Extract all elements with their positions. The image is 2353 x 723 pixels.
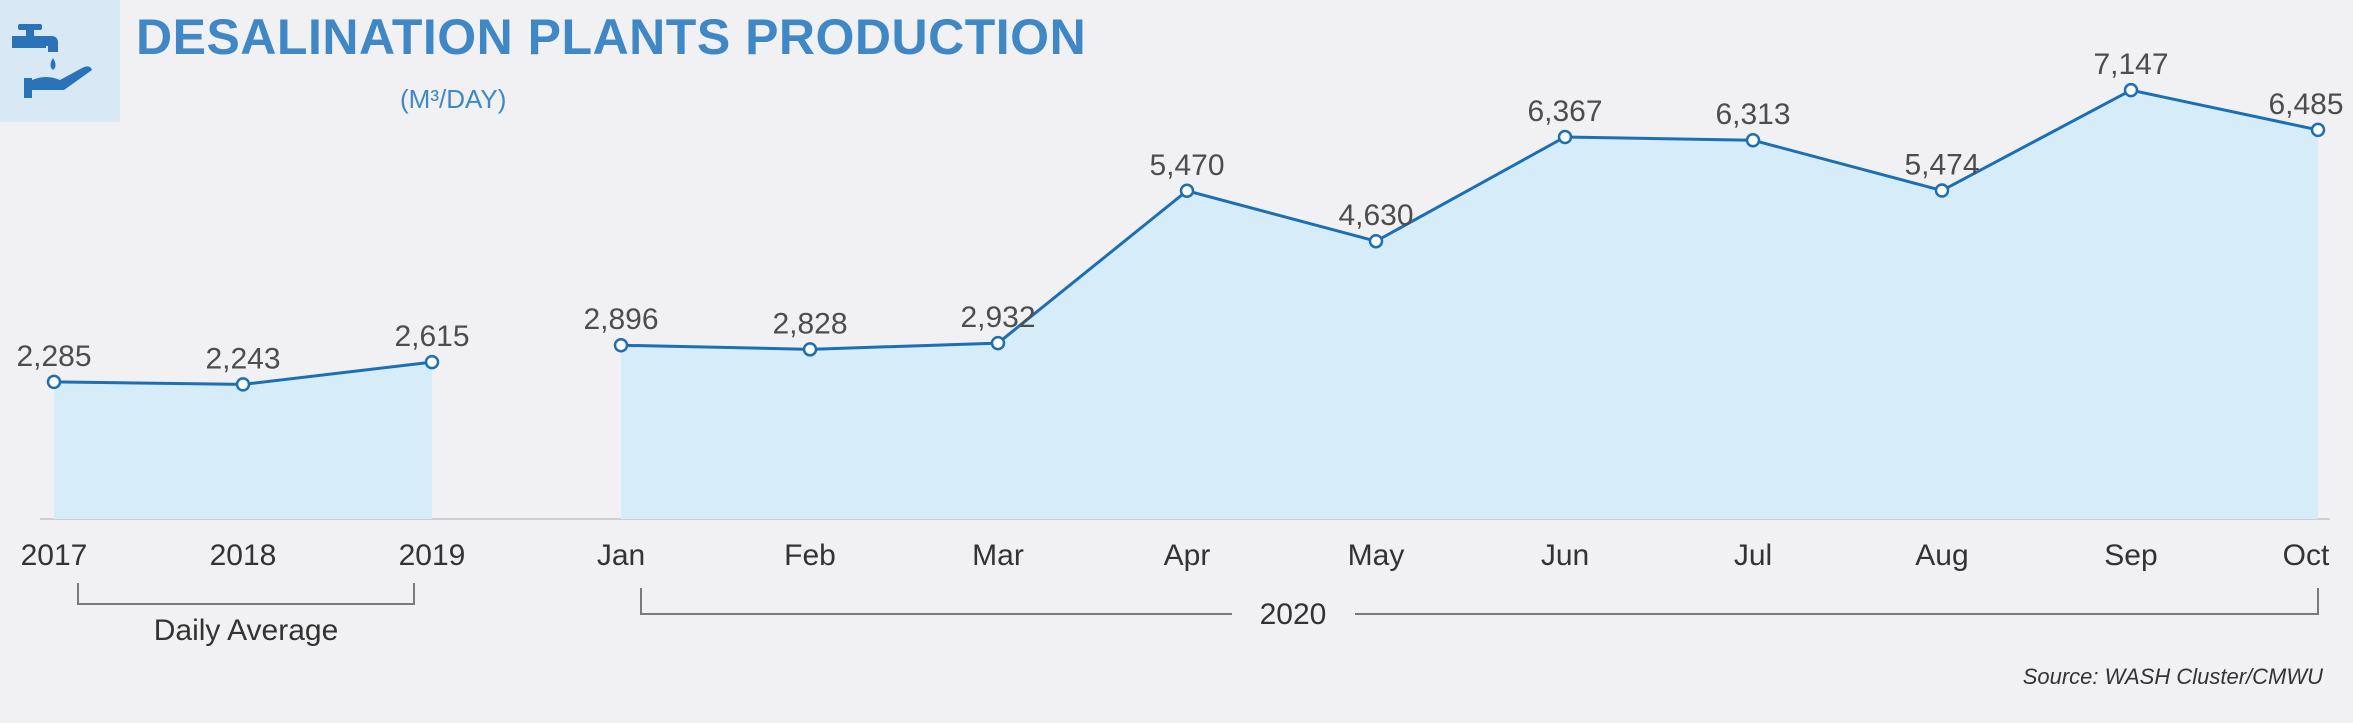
x-tick-may: May	[1348, 539, 1405, 572]
data-label-feb: 2,828	[772, 307, 847, 340]
header-icon-box	[0, 0, 120, 122]
data-point-jan	[613, 337, 629, 353]
data-label-sep: 7,147	[2093, 48, 2168, 81]
x-tick-jan: Jan	[597, 539, 645, 572]
data-point-2018	[235, 377, 251, 392]
x-tick-sep: Sep	[2104, 539, 2157, 572]
data-label-2018: 2,243	[205, 342, 280, 375]
data-point-jul	[1745, 132, 1761, 148]
data-point-oct	[2310, 122, 2326, 138]
series-area-0	[54, 362, 432, 519]
series-line-1	[620, 88, 2319, 351]
data-label-may: 4,630	[1338, 199, 1413, 232]
x-tick-2018: 2018	[210, 539, 277, 572]
data-label-oct: 6,485	[2268, 88, 2343, 121]
data-label-aug: 5,474	[1904, 149, 1979, 182]
data-label-mar: 2,932	[960, 301, 1035, 334]
data-label-jul: 6,313	[1715, 98, 1790, 131]
bracket-daily-average	[77, 583, 415, 605]
data-label-jan: 2,896	[583, 303, 658, 336]
data-point-jun	[1557, 129, 1573, 145]
group-label-2020: 2020	[1260, 598, 1327, 631]
bracket-2020-left	[640, 588, 1232, 615]
x-tick-apr: Apr	[1164, 539, 1211, 572]
data-point-apr	[1179, 183, 1195, 199]
data-label-jun: 6,367	[1527, 95, 1602, 128]
x-tick-2017: 2017	[21, 539, 88, 572]
x-tick-jun: Jun	[1541, 539, 1589, 572]
x-tick-jul: Jul	[1734, 539, 1772, 572]
data-point-2019	[424, 354, 440, 370]
data-point-aug	[1934, 183, 1950, 198]
data-point-sep	[2123, 82, 2139, 98]
data-label-2019: 2,615	[394, 320, 469, 353]
water-tap-hand-icon	[12, 24, 92, 98]
x-tick-oct: Oct	[2283, 539, 2330, 572]
x-tick-2019: 2019	[399, 539, 466, 572]
chart-title: DESALINATION PLANTS PRODUCTION	[136, 9, 1087, 65]
chart-subtitle: (M³/DAY)	[400, 84, 507, 114]
data-point-mar	[990, 335, 1006, 351]
group-label-daily-average: Daily Average	[154, 614, 339, 647]
series-area-1	[621, 90, 2318, 520]
source-note: Source: WASH Cluster/CMWU	[2022, 664, 2323, 689]
x-tick-aug: Aug	[1915, 539, 1968, 572]
data-point-feb	[802, 342, 818, 357]
x-tick-feb: Feb	[784, 539, 836, 572]
data-label-2017: 2,285	[16, 340, 91, 373]
data-point-may	[1368, 233, 1384, 249]
data-label-apr: 5,470	[1149, 149, 1224, 182]
data-point-2017	[46, 374, 62, 390]
bracket-2020-right	[1355, 588, 2319, 615]
x-tick-mar: Mar	[972, 539, 1024, 572]
